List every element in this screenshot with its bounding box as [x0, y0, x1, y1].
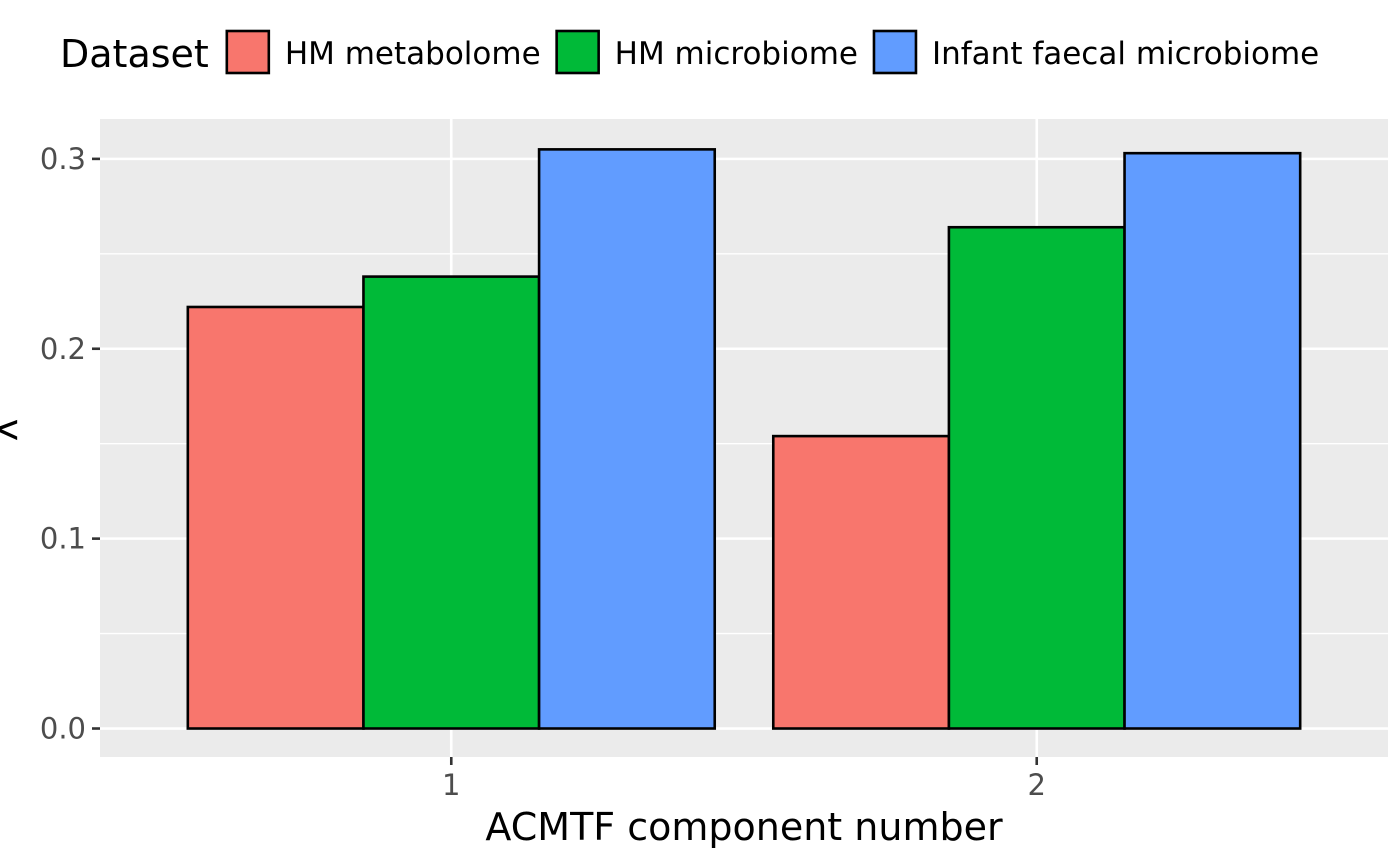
y-tick-label: 0.0	[40, 712, 86, 746]
bar	[771, 434, 951, 730]
x-tick-label: 2	[1028, 768, 1046, 802]
bar	[537, 148, 717, 730]
x-tick-label: 1	[442, 768, 460, 802]
bar	[362, 275, 541, 730]
bar	[1123, 151, 1302, 730]
y-tick-label: 0.2	[40, 332, 86, 366]
legend-items: HM metabolome HM microbiome Infant faecal …	[225, 29, 1319, 75]
legend: Dataset HM metabolome HM microbiome Infant…	[60, 29, 1319, 76]
legend-key	[225, 29, 271, 75]
bar	[947, 225, 1126, 730]
bar	[186, 305, 365, 730]
bars	[186, 148, 1302, 730]
legend-title: Dataset	[60, 32, 209, 76]
y-axis: 0.0 0.1 0.2 0.3	[40, 142, 100, 746]
y-tick-label: 0.3	[40, 142, 86, 176]
legend-key	[872, 29, 918, 75]
legend-key	[555, 29, 600, 75]
x-axis-title: ACMTF component number	[485, 805, 1003, 849]
y-tick-label: 0.1	[40, 522, 86, 556]
y-axis-title: λ	[0, 419, 26, 442]
legend-label: Infant faecal microbiome	[932, 36, 1319, 72]
legend-label: HM microbiome	[615, 36, 858, 72]
legend-label: HM metabolome	[285, 36, 541, 72]
